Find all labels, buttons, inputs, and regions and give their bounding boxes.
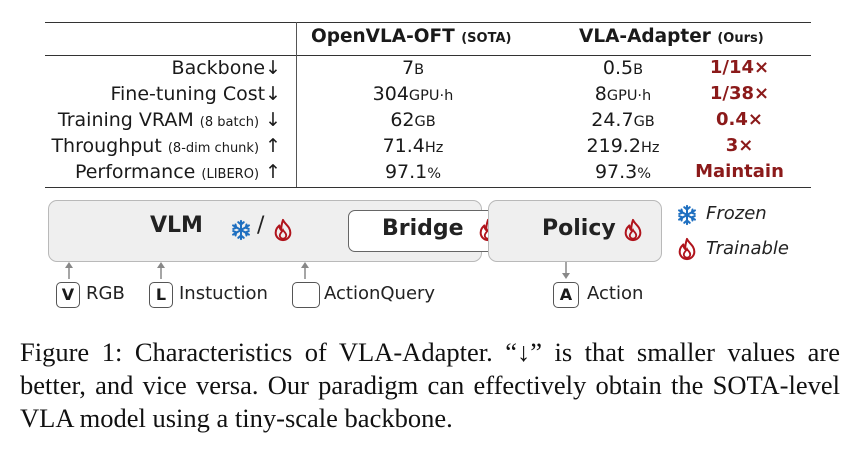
vlm-slash: /	[257, 213, 265, 238]
row-label: Performance (LIBERO) ↑	[74, 161, 281, 183]
ratio-value: 1/38×	[709, 83, 770, 104]
snowflake-icon	[678, 204, 696, 226]
action-text: Action	[587, 283, 644, 304]
adapter-value: 8GPU·h	[594, 83, 652, 105]
header-col1-name: OpenVLA-OFT	[311, 26, 455, 47]
ratio-value: 3×	[725, 135, 754, 156]
row-label: Backbone↓	[171, 57, 281, 79]
adapter-value: 219.2Hz	[586, 135, 660, 157]
action-tag: A	[553, 282, 579, 308]
snowflake-icon	[232, 219, 250, 241]
flame-icon	[678, 237, 696, 261]
input-arrow	[65, 262, 73, 279]
policy-label: Policy	[542, 216, 616, 241]
architecture-diagram: VLM / Bridge Policy Frozen	[0, 190, 858, 320]
openvla-value: 71.4Hz	[382, 135, 444, 157]
rgb-tag: V	[56, 282, 80, 308]
flame-icon	[274, 218, 292, 242]
bridge-label: Bridge	[382, 216, 464, 241]
table-row: Fine-tuning Cost↓ 304GPU·h 8GPU·h 1/38×	[45, 82, 811, 108]
header-col2-note: (Ours)	[717, 31, 764, 46]
table-bottom-rule	[45, 187, 811, 188]
table-row: Throughput (8-dim chunk) ↑ 71.4Hz 219.2H…	[45, 134, 811, 160]
adapter-value: 97.3%	[594, 161, 652, 183]
adapter-value: 0.5B	[602, 57, 644, 79]
openvla-value: 62GB	[390, 109, 436, 131]
table-row: Training VRAM (8 batch) ↓ 62GB 24.7GB 0.…	[45, 108, 811, 134]
table-row: Backbone↓ 7B 0.5B 1/14×	[45, 56, 811, 82]
row-label: Training VRAM (8 batch) ↓	[57, 109, 281, 131]
ratio-value: 1/14×	[709, 57, 770, 78]
adapter-value: 24.7GB	[591, 109, 655, 131]
table-column-divider	[296, 22, 297, 187]
header-vla-adapter: VLA-Adapter (Ours)	[579, 26, 764, 47]
input-arrow	[301, 262, 309, 279]
ratio-value: 0.4×	[716, 109, 763, 130]
ratio-value: Maintain	[695, 161, 784, 182]
openvla-value: 304GPU·h	[372, 83, 454, 105]
action-query-tag	[292, 282, 320, 308]
header-openvla-oft: OpenVLA-OFT (SOTA)	[311, 26, 511, 47]
table-top-rule	[45, 22, 811, 23]
flame-icon	[624, 218, 642, 242]
output-arrow	[562, 262, 570, 279]
table-row: Performance (LIBERO) ↑ 97.1% 97.3% Maint…	[45, 160, 811, 186]
instruction-tag: L	[149, 282, 173, 308]
header-col1-note: (SOTA)	[461, 31, 512, 46]
row-label: Fine-tuning Cost↓	[110, 83, 281, 105]
openvla-value: 7B	[401, 57, 425, 79]
row-label: Throughput (8-dim chunk) ↑	[51, 135, 281, 157]
figure-caption: Figure 1: Characteristics of VLA-Adapter…	[20, 337, 840, 433]
header-col2-name: VLA-Adapter	[579, 26, 711, 47]
input-arrow	[157, 262, 165, 279]
openvla-value: 97.1%	[384, 161, 442, 183]
vlm-label: VLM	[150, 213, 203, 238]
legend-trainable: Trainable	[706, 238, 789, 259]
instruction-text: Instuction	[179, 283, 268, 304]
legend-frozen: Frozen	[706, 203, 767, 224]
action-query-text: ActionQuery	[324, 283, 436, 304]
rgb-text: RGB	[86, 283, 125, 304]
table-header-rule	[45, 55, 811, 56]
